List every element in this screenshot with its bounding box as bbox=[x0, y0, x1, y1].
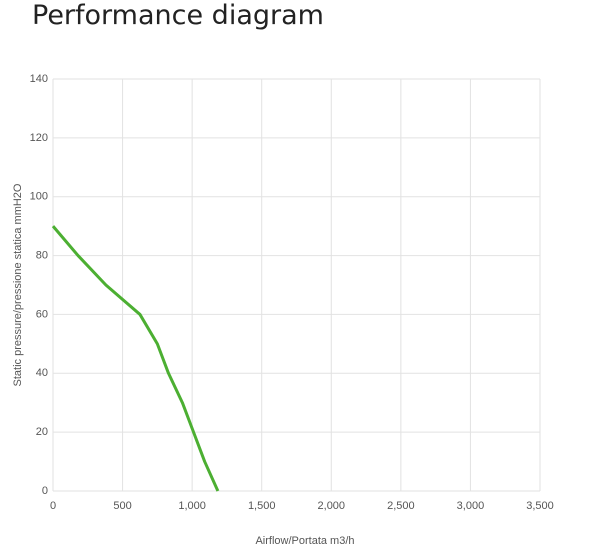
x-tick-label: 1,000 bbox=[178, 500, 206, 512]
y-axis-label: Static pressure/pressione statica mmH2O bbox=[12, 183, 24, 386]
x-tick-label: 0 bbox=[50, 500, 56, 512]
y-tick-label: 80 bbox=[36, 249, 48, 261]
y-tick-label: 0 bbox=[42, 485, 48, 497]
y-tick-label: 40 bbox=[36, 367, 48, 379]
x-axis-label: Airflow/Portata m3/h bbox=[255, 535, 354, 547]
x-tick-label: 2,500 bbox=[387, 500, 415, 512]
x-tick-label: 1,500 bbox=[248, 500, 276, 512]
x-tick-label: 3,000 bbox=[457, 500, 485, 512]
x-tick-label: 500 bbox=[113, 500, 131, 512]
chart-title: Performance diagram bbox=[32, 0, 324, 31]
line bbox=[51, 225, 220, 492]
y-tick-label: 120 bbox=[30, 132, 48, 144]
y-tick-label: 20 bbox=[36, 426, 48, 438]
y-tick-label: 60 bbox=[36, 308, 48, 320]
y-tick-label: 140 bbox=[30, 73, 48, 85]
x-tick-label: 3,500 bbox=[526, 500, 554, 512]
x-tick-label: 2,000 bbox=[318, 500, 346, 512]
y-tick-label: 100 bbox=[30, 191, 48, 203]
